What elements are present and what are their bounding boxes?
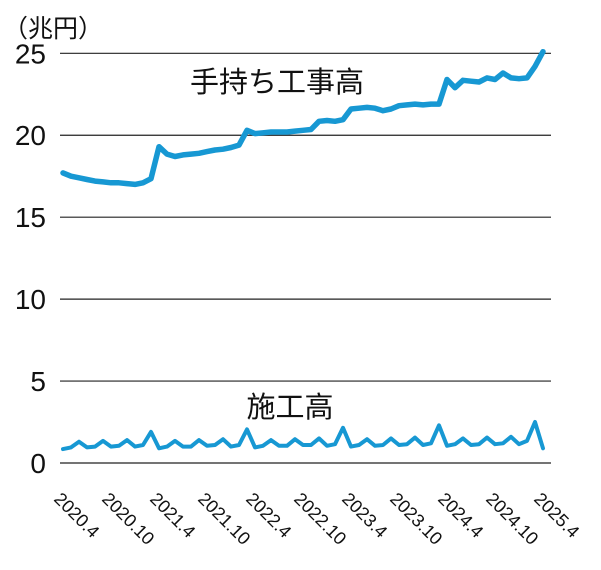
y-axis-unit-label: （兆円）	[3, 15, 103, 43]
y-tick-label-5: 5	[30, 366, 46, 397]
x-tick-label-2020.10: 2020.10	[98, 489, 158, 549]
y-tick-labels-group: 0 5 10 15 20 25	[15, 38, 46, 479]
x-tick-label-2023.10: 2023.10	[386, 489, 446, 549]
x-tick-label-2024.10: 2024.10	[482, 489, 542, 549]
series-label-temochi-kojidaka: 手持ち工事高	[190, 66, 364, 99]
series-line-sekoudaka	[61, 420, 545, 452]
y-tick-label-10: 10	[15, 284, 46, 315]
x-tick-labels-group: 2020.42020.102021.42021.102022.42022.102…	[50, 489, 583, 549]
x-tick-label-2022.10: 2022.10	[290, 489, 350, 549]
y-tick-label-25: 25	[15, 38, 46, 69]
y-tick-label-20: 20	[15, 120, 46, 151]
gridlines-group	[60, 52, 551, 464]
y-tick-label-0: 0	[30, 448, 46, 479]
series-label-sekoudaka: 施工高	[246, 391, 333, 424]
series-line-temochi-kojidaka	[60, 48, 546, 188]
y-tick-label-15: 15	[15, 202, 46, 233]
x-tick-label-2020.4: 2020.4	[50, 489, 103, 542]
x-tick-label-2021.10: 2021.10	[194, 489, 254, 549]
series-lines-group	[60, 48, 546, 452]
